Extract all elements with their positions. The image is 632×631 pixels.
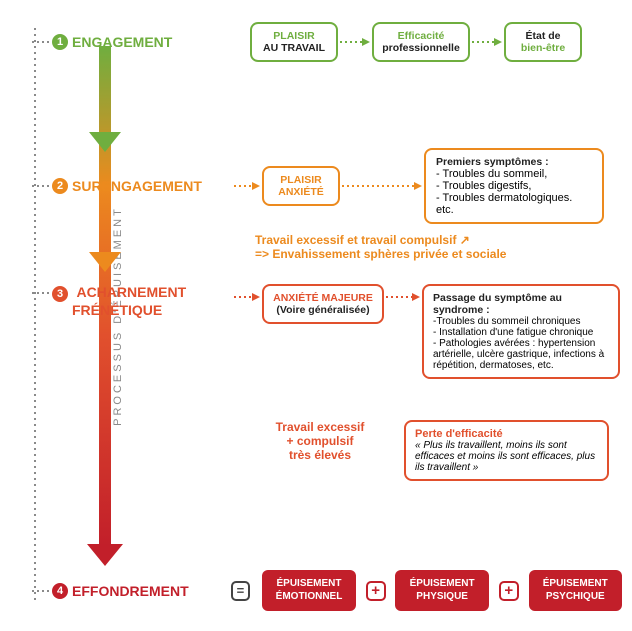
box-epuisement-physique: ÉPUISEMENTPHYSIQUE bbox=[395, 570, 488, 611]
dots-icon bbox=[32, 183, 52, 189]
plus-icon: + bbox=[499, 581, 519, 601]
stage3-number: 3 bbox=[52, 286, 68, 302]
arrow-icon bbox=[232, 292, 262, 302]
stage2-title: SURENGAGEMENT bbox=[72, 178, 202, 194]
stage3-title-l1: ACHARNEMENT bbox=[76, 284, 186, 300]
box-perte-efficacite: Perte d'efficacité « Plus ils travaillen… bbox=[404, 420, 609, 481]
stage1-number: 1 bbox=[52, 34, 68, 50]
stage3-title-l2: FRÉNÉTIQUE bbox=[72, 302, 186, 318]
box-anxiete-majeure: ANXIÉTÉ MAJEURE (Voire généralisée) bbox=[262, 284, 384, 324]
arrow-icon bbox=[338, 37, 372, 47]
box-syndrome: Passage du symptôme au syndrome : -Troub… bbox=[422, 284, 620, 379]
stage4-number: 4 bbox=[52, 583, 68, 599]
plus-icon: + bbox=[366, 581, 386, 601]
box-premiers-symptomes: Premiers symptômes : - Troubles du somme… bbox=[424, 148, 604, 224]
stage1-title: ENGAGEMENT bbox=[72, 34, 172, 50]
dots-icon bbox=[32, 290, 52, 296]
dots-icon bbox=[32, 588, 52, 594]
box-epuisement-psychique: ÉPUISEMENTPSYCHIQUE bbox=[529, 570, 622, 611]
text-travail-excessif: Travail excessif + compulsif très élevés bbox=[260, 420, 380, 462]
dots-icon bbox=[32, 39, 52, 45]
stage4-title: EFFONDREMENT bbox=[72, 583, 189, 599]
arrow-icon bbox=[470, 37, 504, 47]
box-bienetre: État de bien-être bbox=[504, 22, 582, 62]
arrow-icon bbox=[232, 181, 262, 191]
arrow-icon bbox=[384, 292, 422, 302]
equals-icon: = bbox=[231, 581, 251, 601]
arrow-icon bbox=[340, 181, 424, 191]
box-efficacite: Efficacité professionnelle bbox=[372, 22, 470, 62]
box-plaisir-anxiete: PLAISIR ANXIÉTÉ bbox=[262, 166, 340, 206]
box-plaisir-travail: PLAISIR AU TRAVAIL bbox=[250, 22, 338, 62]
mid-transition-text: Travail excessif et travail compulsif ↗ … bbox=[255, 233, 506, 261]
stage2-number: 2 bbox=[52, 178, 68, 194]
box-epuisement-emotionnel: ÉPUISEMENTÉMOTIONNEL bbox=[262, 570, 355, 611]
